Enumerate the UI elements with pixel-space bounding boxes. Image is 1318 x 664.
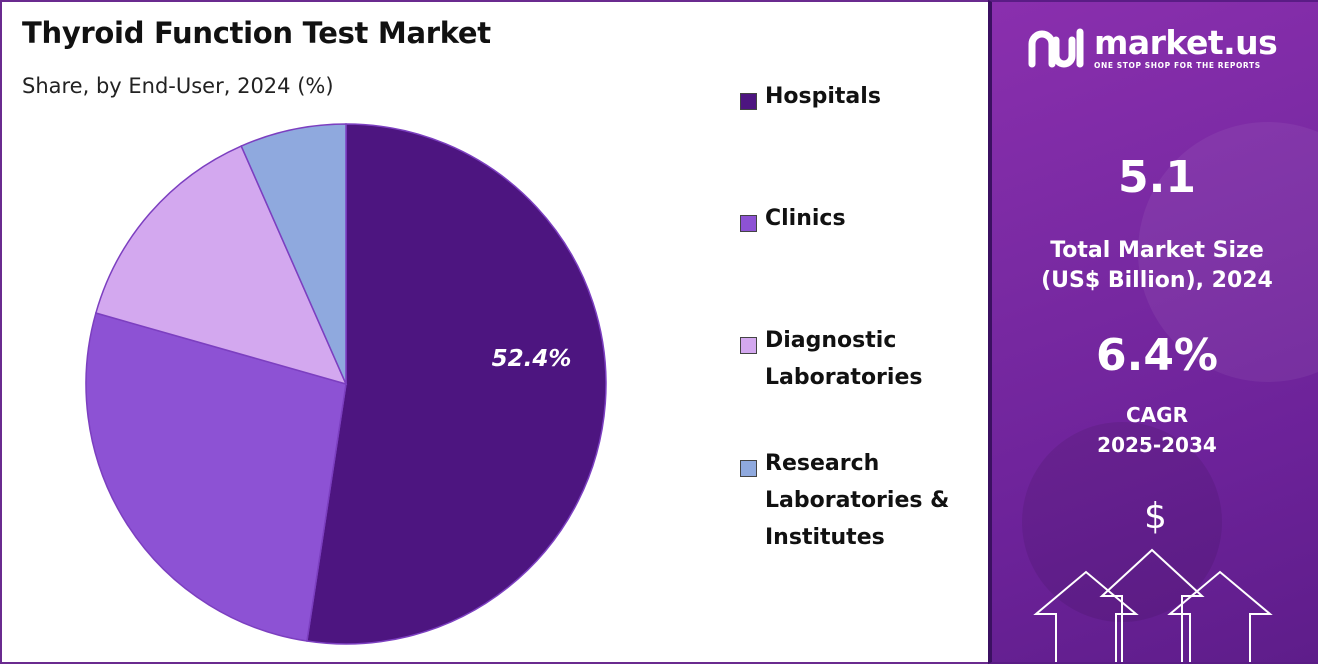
legend-label: Research Laboratories & Institutes: [765, 451, 950, 550]
market-us-logo-icon: [1028, 28, 1084, 68]
market-size-label: Total Market Size (US$ Billion), 2024: [1041, 238, 1273, 293]
legend-label: Clinics: [765, 206, 846, 231]
legend-swatch: [740, 460, 757, 477]
stats-panel: market.us ONE STOP SHOP FOR THE REPORTS …: [988, 0, 1318, 664]
up-arrow-icon: [1167, 570, 1273, 662]
pie-slice-diagnostic-laboratories: [94, 145, 348, 386]
panel-decoration: [1022, 422, 1222, 622]
legend-item-clinics: Clinics: [740, 206, 975, 237]
legend-swatch: [740, 93, 757, 110]
legend-item-diagnostic-laboratories: Diagnostic Laboratories: [740, 328, 975, 396]
legend-label: Hospitals: [765, 84, 881, 109]
brand-tagline: ONE STOP SHOP FOR THE REPORTS: [1094, 60, 1261, 70]
brand: market.us ONE STOP SHOP FOR THE REPORTS: [1026, 22, 1278, 70]
legend-swatch: [740, 337, 757, 354]
legend-item-research-laboratories: Research Laboratories & Institutes: [740, 451, 975, 556]
chart-title: Thyroid Function Test Market: [22, 16, 491, 50]
pie-slice-clinics: [85, 312, 347, 642]
pie-slice-hospitals: [306, 123, 607, 645]
pie-slice-research-laboratories-institutes: [240, 123, 347, 385]
legend-item-hospitals: Hospitals: [740, 84, 975, 115]
brand-name: market.us: [1094, 22, 1278, 62]
market-size-value: 5.1: [1118, 152, 1196, 203]
legend-label: Diagnostic Laboratories: [765, 328, 923, 390]
cagr-value: 6.4%: [1095, 330, 1219, 381]
up-arrow-icon: [1099, 548, 1205, 662]
chart-subtitle: Share, by End-User, 2024 (%): [22, 74, 334, 98]
dollar-icon: $: [1144, 496, 1167, 537]
legend-swatch: [740, 215, 757, 232]
cagr-label: CAGR 2025-2034: [1097, 403, 1217, 457]
pie-data-label: 52.4%: [492, 346, 572, 372]
growth-arrows: [1033, 548, 1273, 662]
pie-chart: 52.4%: [85, 123, 607, 645]
up-arrow-icon: [1033, 570, 1139, 662]
